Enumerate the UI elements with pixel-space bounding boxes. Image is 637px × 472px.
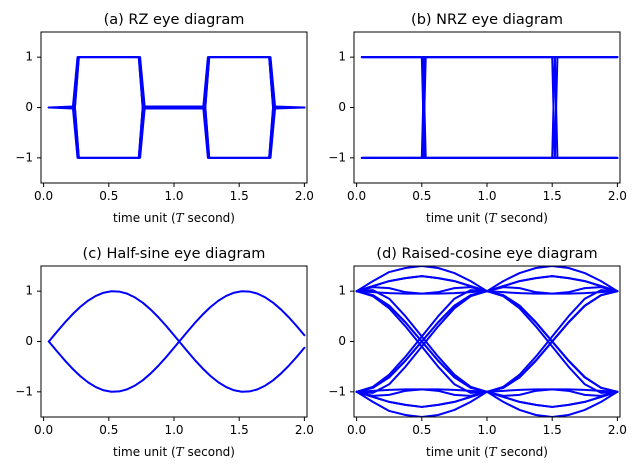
plot-area — [360, 56, 619, 159]
y-tick-label: −1 — [328, 150, 346, 164]
series-line-3 — [178, 290, 306, 343]
series-line-5 — [47, 56, 306, 109]
series-line-4 — [360, 56, 619, 159]
y-tick-label: 1 — [25, 50, 33, 64]
series-line-2 — [355, 390, 619, 417]
series-line-5 — [360, 56, 619, 159]
x-tick-label: 2.0 — [608, 423, 627, 437]
y-tick-label: 1 — [25, 284, 33, 298]
series-line-3 — [360, 56, 619, 159]
series-line-6 — [360, 56, 619, 159]
x-tick-label: 1.5 — [230, 189, 249, 203]
series-line-1 — [47, 56, 306, 109]
axes-frame — [353, 31, 621, 184]
x-axis-label: time unit (T second) — [113, 211, 235, 225]
series-line-8 — [360, 56, 619, 159]
plot-area — [355, 266, 619, 417]
series-line-1 — [47, 290, 181, 343]
panel-b-nrz-eye-diagram: 0.0 0.5 1.0 1.5 2.0 −1 0 1 (b) NRZ eye diagram ti… — [328, 12, 627, 225]
axes-frame — [40, 265, 308, 418]
panel-c-half-sine-eye-diagram: 0.0 0.5 1.0 1.5 2.0 −1 0 1 (c) Half-sine eye dia… — [15, 246, 314, 459]
y-tick-label: −1 — [15, 384, 33, 398]
x-axis-label: time unit (T second) — [426, 211, 548, 225]
x-tick-label: 0.5 — [99, 423, 118, 437]
chart-title: (d) Raised-cosine eye diagram — [376, 246, 597, 262]
plot-area — [47, 56, 306, 159]
x-tick-label: 2.0 — [295, 189, 314, 203]
x-axis-label: time unit (T second) — [426, 445, 548, 459]
x-tick-label: 1.0 — [477, 423, 496, 437]
x-tick-label: 1.5 — [543, 189, 562, 203]
x-tick-label: 1.0 — [477, 189, 496, 203]
series-line-4 — [178, 340, 306, 393]
y-tick-label: 0 — [338, 334, 346, 348]
y-tick-label: −1 — [328, 384, 346, 398]
series-line-18 — [355, 275, 619, 393]
x-tick-label: 0.0 — [34, 423, 53, 437]
x-axis-label: time unit (T second) — [113, 445, 235, 459]
series-line-4 — [47, 56, 306, 159]
panel-d-raised-cosine-eye-diagram: 0.0 0.5 1.0 1.5 2.0 −1 0 1 (d) Raised-cosine eye… — [328, 246, 627, 459]
chart-title: (a) RZ eye diagram — [104, 12, 245, 28]
x-tick-label: 1.5 — [230, 423, 249, 437]
x-tick-label: 1.5 — [543, 423, 562, 437]
chart-title: (c) Half-sine eye diagram — [83, 246, 266, 262]
series-line-2 — [47, 106, 306, 159]
x-tick-label: 0.0 — [347, 189, 366, 203]
x-tick-label: 0.0 — [34, 189, 53, 203]
y-tick-label: −1 — [15, 150, 33, 164]
series-line-6 — [47, 106, 306, 159]
y-tick-label: 0 — [25, 334, 33, 348]
x-tick-label: 1.0 — [164, 189, 183, 203]
plot-area — [47, 290, 306, 393]
y-tick-label: 1 — [338, 50, 346, 64]
x-tick-label: 0.5 — [99, 189, 118, 203]
x-tick-label: 0.5 — [412, 423, 431, 437]
y-tick-label: 1 — [338, 284, 346, 298]
series-line-17 — [355, 290, 619, 408]
x-tick-label: 0.0 — [347, 423, 366, 437]
y-tick-label: 0 — [25, 100, 33, 114]
y-tick-label: 0 — [338, 100, 346, 114]
panel-a-rz-eye-diagram: 0.0 0.5 1.0 1.5 2.0 −1 0 1 (a) RZ eye diagram tim… — [15, 12, 314, 225]
x-tick-label: 2.0 — [295, 423, 314, 437]
series-line-2 — [47, 340, 181, 393]
chart-title: (b) NRZ eye diagram — [411, 12, 563, 28]
x-tick-label: 2.0 — [608, 189, 627, 203]
series-line-7 — [360, 56, 619, 159]
x-tick-label: 0.5 — [412, 189, 431, 203]
series-line-1 — [355, 266, 619, 293]
x-tick-label: 1.0 — [164, 423, 183, 437]
